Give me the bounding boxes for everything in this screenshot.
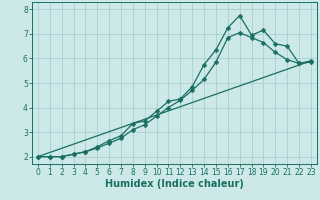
X-axis label: Humidex (Indice chaleur): Humidex (Indice chaleur) [105,179,244,189]
